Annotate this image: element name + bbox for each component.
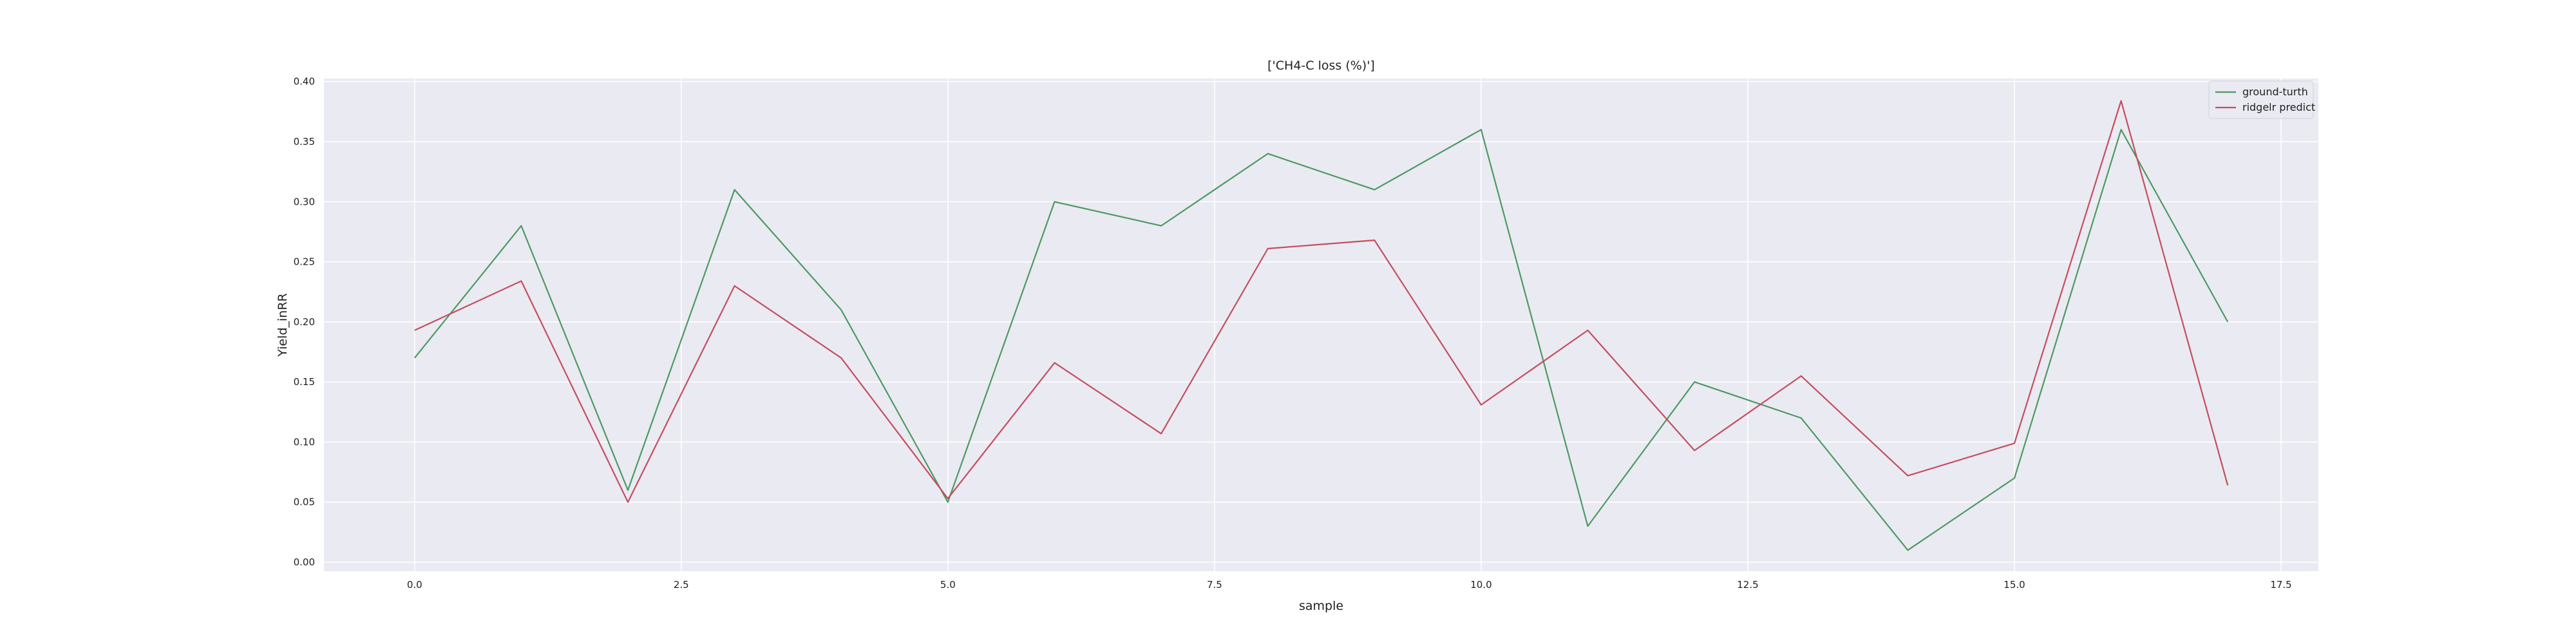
series-line-1 — [414, 100, 2229, 503]
y-axis-label: Yield_inRR — [276, 293, 290, 357]
y-tick-label: 0.05 — [294, 497, 315, 508]
series-layer — [413, 100, 2229, 551]
y-tick-label: 0.15 — [294, 376, 315, 388]
y-gridlines — [324, 80, 2318, 563]
legend-label-ridgelr-predict: ridgelr predict — [2242, 101, 2315, 113]
x-gridlines — [413, 79, 2282, 571]
plot-area — [324, 79, 2318, 571]
x-tick-label: 10.0 — [1470, 579, 1492, 591]
y-tick-label: 0.10 — [294, 436, 315, 448]
x-tick-labels: 0.0 2.5 5.0 7.5 10.0 12.5 15.0 17.5 — [407, 579, 2292, 591]
y-tick-label: 0.35 — [294, 136, 315, 147]
x-tick-label: 2.5 — [674, 579, 689, 591]
y-tick-label: 0.20 — [294, 316, 315, 328]
y-tick-label: 0.00 — [294, 556, 315, 568]
y-tick-labels: 0.00 0.05 0.10 0.15 0.20 0.25 0.30 0.35 0.40 — [294, 76, 315, 568]
x-tick-label: 5.0 — [940, 579, 956, 591]
chart-title: ['CH4-C loss (%)'] — [1267, 59, 1375, 73]
x-tick-label: 0.0 — [407, 579, 422, 591]
y-tick-label: 0.30 — [294, 196, 315, 207]
y-tick-label: 0.25 — [294, 256, 315, 268]
x-tick-label: 15.0 — [2003, 579, 2025, 591]
x-tick-label: 7.5 — [1207, 579, 1222, 591]
x-tick-label: 17.5 — [2270, 579, 2291, 591]
x-tick-label: 12.5 — [1737, 579, 1758, 591]
series-line-0 — [413, 129, 2229, 551]
x-axis-label: sample — [1299, 599, 1343, 613]
legend-box — [2208, 80, 2314, 119]
y-tick-label: 0.40 — [294, 76, 315, 88]
legend: ground-turth ridgelr predict — [2208, 80, 2315, 119]
legend-label-ground-truth: ground-turth — [2242, 86, 2308, 98]
